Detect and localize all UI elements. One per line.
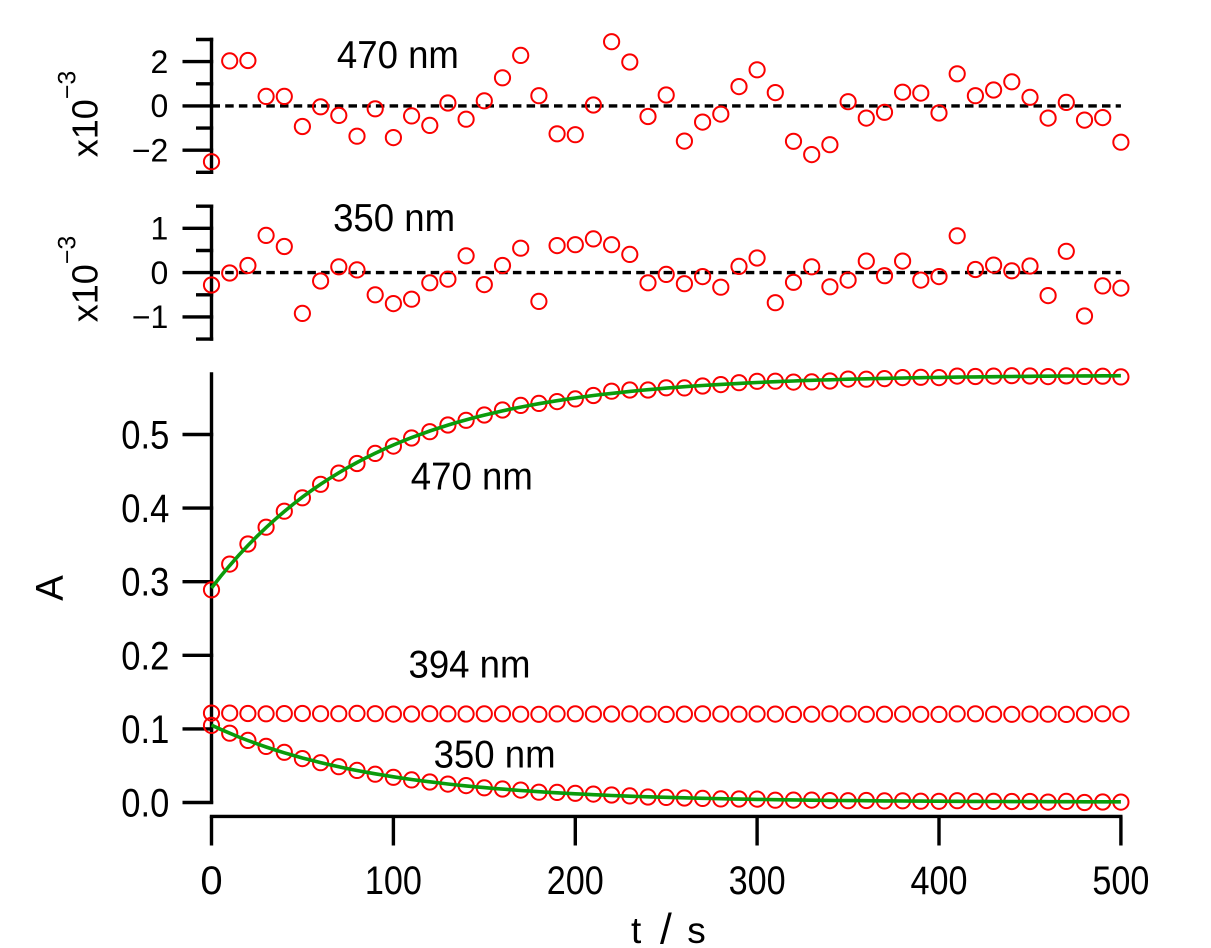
svg-text:0.5: 0.5 [121, 414, 169, 458]
svg-text:0.4: 0.4 [121, 487, 169, 531]
svg-text:0.0: 0.0 [121, 782, 169, 826]
svg-text:470 nm: 470 nm [411, 455, 533, 498]
svg-text:−1: −1 [132, 299, 168, 335]
svg-text:2: 2 [151, 44, 169, 80]
svg-text:−2: −2 [132, 132, 168, 168]
svg-text:0: 0 [151, 255, 169, 291]
svg-text:200: 200 [547, 859, 604, 903]
svg-text:0: 0 [200, 859, 222, 903]
svg-text:350 nm: 350 nm [434, 734, 556, 777]
svg-text:0.1: 0.1 [121, 708, 169, 752]
svg-text:100: 100 [365, 859, 422, 903]
svg-text:394 nm: 394 nm [409, 644, 531, 687]
svg-text:400: 400 [911, 859, 968, 903]
svg-text:1: 1 [151, 211, 169, 247]
svg-text:300: 300 [729, 859, 786, 903]
svg-text:350 nm: 350 nm [333, 197, 455, 240]
svg-text:0.3: 0.3 [121, 561, 169, 605]
svg-text:470 nm: 470 nm [337, 34, 459, 77]
svg-text:0.2: 0.2 [121, 634, 169, 678]
svg-text:/: / [660, 907, 672, 948]
svg-text:0: 0 [151, 88, 169, 124]
svg-text:A: A [29, 575, 72, 601]
svg-text:s: s [687, 910, 706, 948]
svg-text:500: 500 [1092, 859, 1149, 903]
svg-text:t: t [631, 910, 642, 948]
